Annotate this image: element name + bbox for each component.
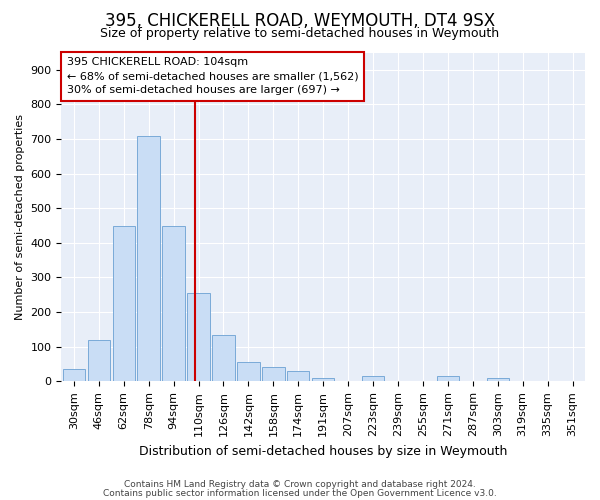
Bar (312, 378, 334, 382)
Text: Contains public sector information licensed under the Open Government Licence v3: Contains public sector information licen… (103, 489, 497, 498)
Y-axis label: Number of semi-detached properties: Number of semi-detached properties (15, 114, 25, 320)
Bar (137, 136, 160, 382)
Text: Contains HM Land Registry data © Crown copyright and database right 2024.: Contains HM Land Registry data © Crown c… (124, 480, 476, 489)
Bar (187, 293, 210, 382)
Bar (437, 376, 459, 382)
Bar (88, 340, 110, 382)
Text: 395, CHICKERELL ROAD, WEYMOUTH, DT4 9SX: 395, CHICKERELL ROAD, WEYMOUTH, DT4 9SX (105, 12, 495, 30)
X-axis label: Distribution of semi-detached houses by size in Weymouth: Distribution of semi-detached houses by … (139, 444, 508, 458)
Bar (362, 376, 384, 382)
Bar (237, 362, 260, 382)
Text: Size of property relative to semi-detached houses in Weymouth: Size of property relative to semi-detach… (100, 28, 500, 40)
Text: 395 CHICKERELL ROAD: 104sqm
← 68% of semi-detached houses are smaller (1,562)
30: 395 CHICKERELL ROAD: 104sqm ← 68% of sem… (67, 58, 358, 96)
Bar (113, 226, 135, 382)
Bar (487, 378, 509, 382)
Bar (163, 226, 185, 382)
Bar (262, 368, 284, 382)
Bar (212, 334, 235, 382)
Bar (287, 371, 310, 382)
Bar (62, 369, 85, 382)
